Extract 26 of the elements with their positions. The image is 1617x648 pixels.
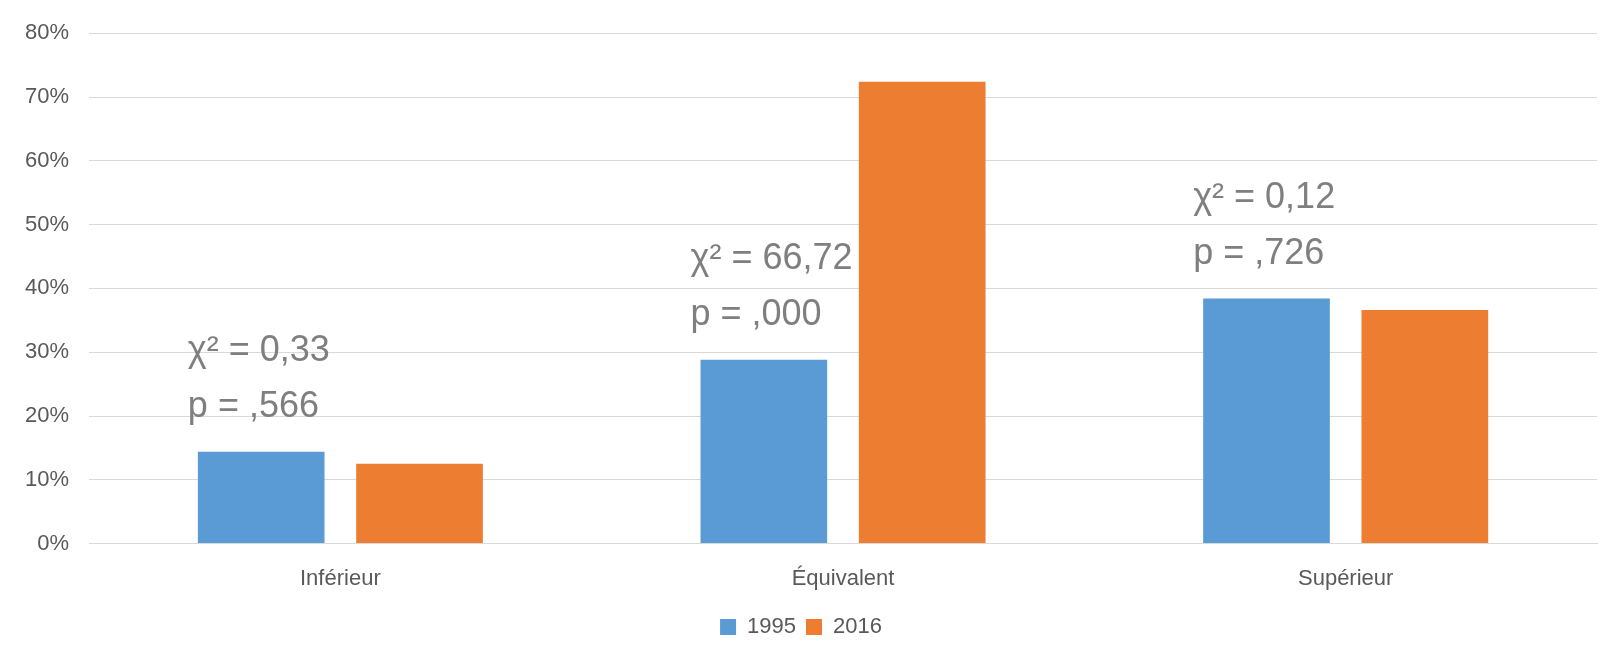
y-tick-label: 60% bbox=[24, 146, 70, 172]
bar bbox=[1361, 310, 1489, 544]
bar bbox=[700, 359, 828, 544]
bar bbox=[197, 451, 325, 544]
y-tick-label: 0% bbox=[37, 529, 70, 555]
y-tick-label: 20% bbox=[24, 402, 70, 428]
annotation: χ² = 0,12 bbox=[1193, 174, 1336, 216]
annotation: p = ,726 bbox=[1193, 230, 1325, 272]
y-tick-label: 30% bbox=[24, 338, 70, 364]
x-tick-label: Inférieur bbox=[300, 564, 381, 590]
bar bbox=[356, 463, 483, 544]
y-tick-label: 40% bbox=[24, 274, 70, 300]
bar bbox=[1203, 298, 1330, 544]
y-tick-label: 80% bbox=[24, 19, 70, 45]
annotation: p = ,000 bbox=[690, 291, 822, 333]
annotation: χ² = 0,33 bbox=[187, 327, 330, 369]
y-tick-label: 10% bbox=[24, 465, 70, 491]
annotation: p = ,566 bbox=[187, 383, 319, 425]
x-tick-label: Supérieur bbox=[1297, 564, 1394, 590]
bar bbox=[858, 81, 986, 544]
x-tick-label: Équivalent bbox=[791, 564, 895, 590]
legend-label: 1995 bbox=[747, 613, 797, 639]
legend-label: 2016 bbox=[833, 613, 882, 639]
y-tick-label: 70% bbox=[24, 83, 70, 109]
annotation: χ² = 66,72 bbox=[690, 235, 853, 277]
y-tick-label: 50% bbox=[24, 210, 70, 236]
